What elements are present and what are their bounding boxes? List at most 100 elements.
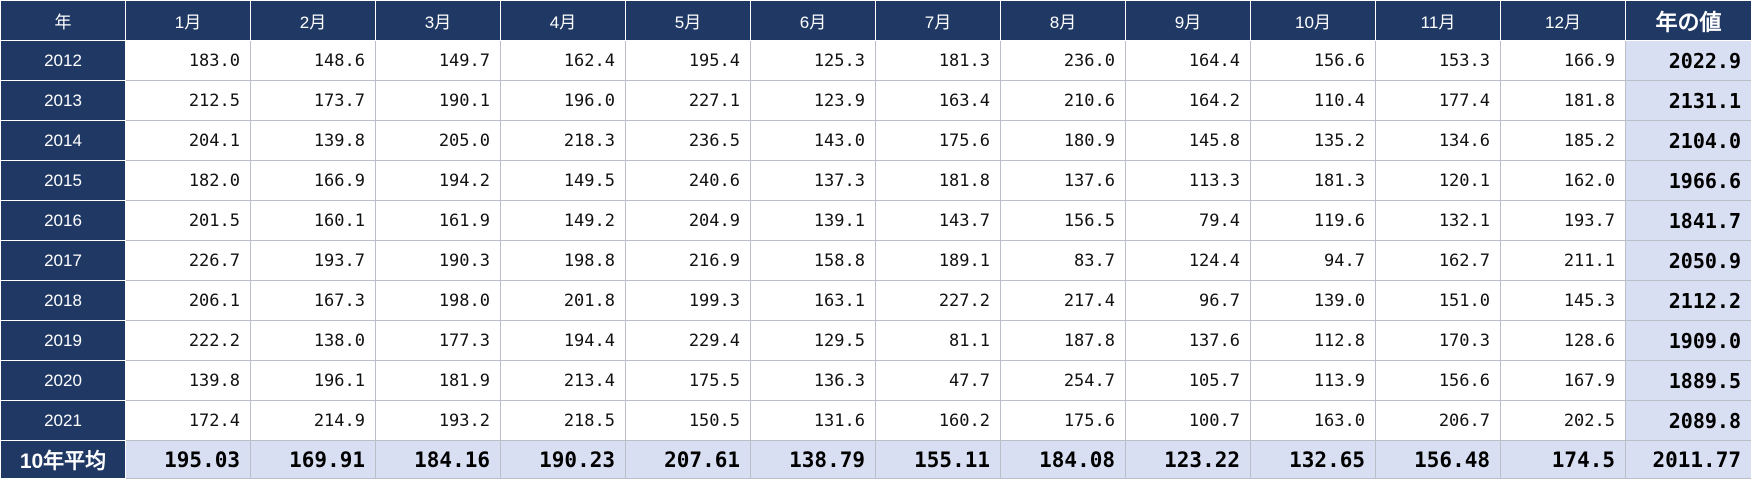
monthly-value-cell: 226.7 xyxy=(125,240,251,281)
monthly-average-cell: 190.23 xyxy=(500,440,626,479)
monthly-value-cell: 182.0 xyxy=(125,160,251,201)
year-cell: 2019 xyxy=(0,320,126,361)
annual-total-cell: 2022.9 xyxy=(1625,40,1751,81)
monthly-value-cell: 139.0 xyxy=(1250,280,1376,321)
monthly-average-cell: 155.11 xyxy=(875,440,1001,479)
monthly-value-cell: 158.8 xyxy=(750,240,876,281)
monthly-value-cell: 136.3 xyxy=(750,360,876,401)
table-row: 2012 183.0 148.6 149.7 162.4 195.4 125.3 181.3 2… xyxy=(0,40,1751,81)
month-column-header: 10月 xyxy=(1250,0,1376,41)
annual-total-cell: 1841.7 xyxy=(1625,200,1751,241)
month-column-header: 3月 xyxy=(375,0,501,41)
monthly-value-cell: 194.4 xyxy=(500,320,626,361)
monthly-value-cell: 181.8 xyxy=(1500,80,1626,121)
monthly-value-cell: 163.0 xyxy=(1250,400,1376,441)
monthly-value-cell: 172.4 xyxy=(125,400,251,441)
monthly-value-cell: 185.2 xyxy=(1500,120,1626,161)
month-column-header: 9月 xyxy=(1125,0,1251,41)
monthly-value-cell: 139.8 xyxy=(125,360,251,401)
monthly-value-cell: 181.8 xyxy=(875,160,1001,201)
month-column-header: 8月 xyxy=(1000,0,1126,41)
monthly-value-cell: 236.0 xyxy=(1000,40,1126,81)
monthly-value-cell: 177.3 xyxy=(375,320,501,361)
monthly-value-cell: 170.3 xyxy=(1375,320,1501,361)
monthly-value-cell: 181.3 xyxy=(875,40,1001,81)
monthly-value-cell: 162.4 xyxy=(500,40,626,81)
monthly-value-cell: 175.6 xyxy=(1000,400,1126,441)
table-row: 2021 172.4 214.9 193.2 218.5 150.5 131.6 160.2 1… xyxy=(0,400,1751,441)
monthly-value-cell: 211.1 xyxy=(1500,240,1626,281)
monthly-value-cell: 198.0 xyxy=(375,280,501,321)
monthly-value-cell: 149.5 xyxy=(500,160,626,201)
year-column-header: 年 xyxy=(0,0,126,41)
annual-total-cell: 1966.6 xyxy=(1625,160,1751,201)
monthly-value-cell: 254.7 xyxy=(1000,360,1126,401)
month-column-header: 7月 xyxy=(875,0,1001,41)
year-cell: 2016 xyxy=(0,200,126,241)
monthly-value-cell: 129.5 xyxy=(750,320,876,361)
annual-total-header: 年の値 xyxy=(1625,0,1751,41)
monthly-value-cell: 217.4 xyxy=(1000,280,1126,321)
monthly-value-cell: 160.2 xyxy=(875,400,1001,441)
average-row-label: 10年平均 xyxy=(0,440,126,479)
monthly-value-cell: 212.5 xyxy=(125,80,251,121)
monthly-value-cell: 187.8 xyxy=(1000,320,1126,361)
table-row: 2018 206.1 167.3 198.0 201.8 199.3 163.1 227.2 2… xyxy=(0,280,1751,321)
monthly-value-cell: 149.2 xyxy=(500,200,626,241)
monthly-value-cell: 150.5 xyxy=(625,400,751,441)
monthly-value-cell: 113.3 xyxy=(1125,160,1251,201)
month-column-header: 6月 xyxy=(750,0,876,41)
month-column-header: 1月 xyxy=(125,0,251,41)
monthly-value-cell: 163.4 xyxy=(875,80,1001,121)
monthly-value-cell: 137.6 xyxy=(1125,320,1251,361)
monthly-value-cell: 190.3 xyxy=(375,240,501,281)
monthly-value-cell: 124.4 xyxy=(1125,240,1251,281)
monthly-value-cell: 164.2 xyxy=(1125,80,1251,121)
monthly-value-cell: 135.2 xyxy=(1250,120,1376,161)
monthly-value-cell: 139.1 xyxy=(750,200,876,241)
monthly-value-cell: 240.6 xyxy=(625,160,751,201)
monthly-value-cell: 100.7 xyxy=(1125,400,1251,441)
monthly-value-cell: 195.4 xyxy=(625,40,751,81)
monthly-value-cell: 198.8 xyxy=(500,240,626,281)
table-row: 2013 212.5 173.7 190.1 196.0 227.1 123.9 163.4 2… xyxy=(0,80,1751,121)
year-cell: 2017 xyxy=(0,240,126,281)
monthly-value-cell: 156.6 xyxy=(1375,360,1501,401)
annual-total-cell: 2104.0 xyxy=(1625,120,1751,161)
monthly-value-cell: 143.7 xyxy=(875,200,1001,241)
monthly-average-cell: 123.22 xyxy=(1125,440,1251,479)
monthly-value-cell: 236.5 xyxy=(625,120,751,161)
table-footer: 10年平均 195.03 169.91 184.16 190.23 207.61 138.… xyxy=(0,440,1751,479)
monthly-value-cell: 125.3 xyxy=(750,40,876,81)
monthly-value-cell: 153.3 xyxy=(1375,40,1501,81)
month-column-header: 5月 xyxy=(625,0,751,41)
monthly-value-cell: 149.7 xyxy=(375,40,501,81)
monthly-value-cell: 47.7 xyxy=(875,360,1001,401)
monthly-value-cell: 181.9 xyxy=(375,360,501,401)
monthly-average-cell: 195.03 xyxy=(125,440,251,479)
month-column-header: 12月 xyxy=(1500,0,1626,41)
table-row: 2017 226.7 193.7 190.3 198.8 216.9 158.8 189.1 8… xyxy=(0,240,1751,281)
monthly-value-cell: 148.6 xyxy=(250,40,376,81)
monthly-value-cell: 164.4 xyxy=(1125,40,1251,81)
monthly-value-cell: 193.7 xyxy=(250,240,376,281)
monthly-value-cell: 112.8 xyxy=(1250,320,1376,361)
monthly-value-cell: 137.6 xyxy=(1000,160,1126,201)
monthly-value-cell: 83.7 xyxy=(1000,240,1126,281)
table-row: 2019 222.2 138.0 177.3 194.4 229.4 129.5 81.1 18… xyxy=(0,320,1751,361)
monthly-value-cell: 145.8 xyxy=(1125,120,1251,161)
monthly-value-cell: 196.0 xyxy=(500,80,626,121)
month-column-header: 11月 xyxy=(1375,0,1501,41)
monthly-value-cell: 227.2 xyxy=(875,280,1001,321)
monthly-average-cell: 184.08 xyxy=(1000,440,1126,479)
monthly-value-cell: 123.9 xyxy=(750,80,876,121)
monthly-value-cell: 218.3 xyxy=(500,120,626,161)
monthly-value-cell: 151.0 xyxy=(1375,280,1501,321)
monthly-value-cell: 156.5 xyxy=(1000,200,1126,241)
monthly-average-cell: 169.91 xyxy=(250,440,376,479)
table-row: 2016 201.5 160.1 161.9 149.2 204.9 139.1 143.7 1… xyxy=(0,200,1751,241)
monthly-value-cell: 196.1 xyxy=(250,360,376,401)
monthly-value-cell: 180.9 xyxy=(1000,120,1126,161)
annual-total-cell: 2089.8 xyxy=(1625,400,1751,441)
